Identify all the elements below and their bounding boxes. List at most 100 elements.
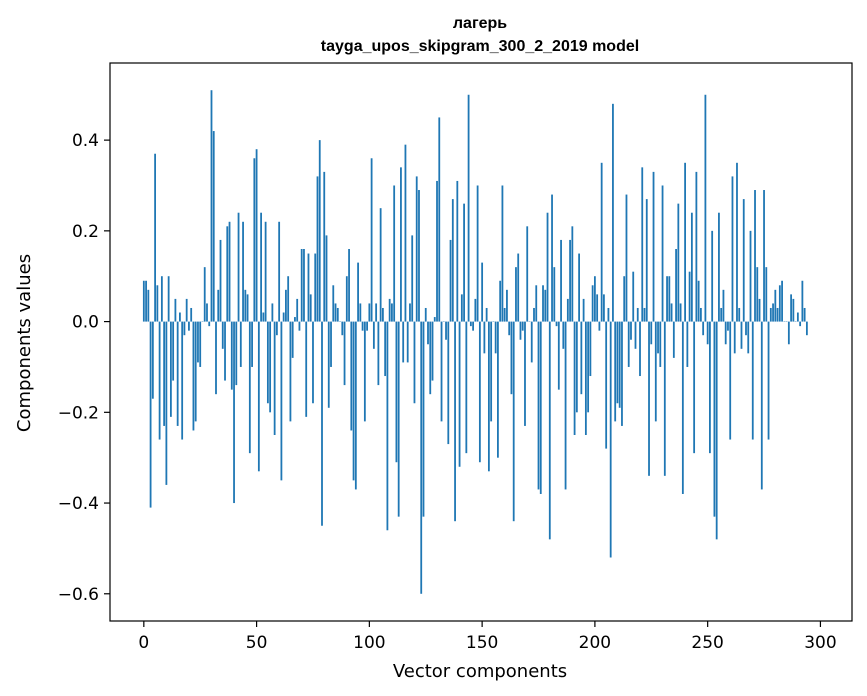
bar-180: [548, 321, 551, 540]
bar-28: [206, 303, 208, 322]
bar-123: [420, 321, 423, 594]
bar-103: [375, 303, 378, 322]
bar-264: [738, 307, 741, 322]
bar-51: [257, 321, 260, 472]
axes: 0 50 100 150 200 250 300 −0.6 −0.4 −0.2 0.0 0.2 0.4: [58, 62, 853, 653]
bar-258: [724, 321, 727, 345]
bar-59: [275, 321, 278, 336]
bar-105: [379, 208, 382, 322]
bar-175: [537, 321, 540, 490]
bar-193: [578, 253, 580, 322]
bar-253: [713, 321, 716, 517]
bar-86: [336, 307, 339, 322]
bar-216: [630, 321, 632, 340]
bar-68: [296, 298, 299, 322]
bar-100: [368, 303, 371, 322]
bar-286: [787, 321, 790, 345]
bar-261: [731, 176, 734, 322]
bar-91: [348, 249, 350, 322]
bar-234: [670, 303, 673, 322]
bar-98: [363, 321, 366, 422]
bar-93: [352, 321, 355, 481]
bar-141: [460, 294, 463, 322]
bar-208: [612, 103, 614, 322]
bar-236: [675, 249, 677, 322]
bar-157: [497, 321, 499, 458]
bar-52: [260, 212, 262, 322]
bar-256: [720, 307, 723, 322]
bar-14: [174, 298, 177, 322]
bar-97: [361, 321, 364, 331]
bar-71: [303, 249, 305, 322]
bar-94: [354, 321, 357, 490]
bar-185: [560, 239, 562, 322]
bar-75: [312, 321, 314, 404]
bar-238: [679, 303, 682, 322]
bar-6: [156, 285, 159, 322]
x-tick-label-300: 300: [804, 633, 836, 653]
bar-181: [551, 194, 553, 322]
bar-188: [566, 298, 569, 322]
bar-176: [539, 321, 542, 494]
y-tick-label-2: −0.2: [58, 403, 99, 423]
bar-195: [582, 298, 585, 322]
bar-273: [758, 298, 761, 322]
bar-99: [366, 321, 368, 331]
bar-265: [740, 321, 743, 349]
bar-230: [661, 185, 664, 322]
bar-162: [508, 321, 511, 336]
bar-79: [321, 321, 323, 526]
bar-243: [690, 212, 693, 322]
bar-145: [469, 321, 472, 327]
bar-233: [668, 276, 671, 322]
bar-76: [314, 253, 317, 322]
bar-187: [564, 321, 567, 490]
bar-78: [318, 140, 321, 322]
bar-191: [573, 321, 576, 435]
bar-150: [481, 262, 484, 322]
bar-113: [397, 321, 400, 517]
bar-122: [418, 190, 420, 322]
bar-70: [300, 249, 303, 322]
bar-294: [805, 321, 808, 336]
bar-159: [501, 185, 504, 322]
bar-54: [264, 221, 267, 322]
bar-104: [377, 321, 380, 386]
bar-114: [400, 167, 402, 322]
bar-30: [210, 90, 213, 322]
bar-83: [330, 321, 332, 367]
bar-96: [359, 303, 362, 322]
bar-138: [454, 321, 456, 522]
bar-202: [598, 321, 601, 331]
bar-10: [165, 321, 168, 485]
bar-0: [142, 280, 145, 322]
bar-269: [749, 230, 752, 322]
x-axis-label: Vector components: [393, 661, 567, 682]
bar-172: [530, 321, 533, 363]
bar-254: [715, 321, 718, 540]
bar-240: [684, 162, 686, 322]
bar-198: [589, 321, 592, 377]
bar-34: [219, 239, 222, 322]
bar-223: [645, 199, 648, 322]
bar-125: [424, 307, 427, 322]
bar-281: [776, 307, 779, 322]
bar-246: [697, 280, 700, 322]
bar-37: [226, 226, 229, 322]
bar-213: [623, 276, 626, 322]
bar-177: [542, 285, 544, 322]
bar-57: [271, 303, 274, 322]
bar-106: [381, 307, 384, 322]
bar-63: [285, 289, 287, 322]
bar-170: [526, 226, 529, 322]
bar-81: [325, 235, 328, 322]
bar-200: [593, 276, 596, 322]
bar-7: [158, 321, 161, 440]
bar-39: [230, 321, 233, 390]
bar-260: [729, 321, 732, 440]
bar-62: [282, 312, 285, 322]
bar-131: [438, 117, 441, 322]
bar-12: [169, 321, 172, 417]
bar-89: [343, 321, 346, 386]
bar-17: [181, 321, 184, 440]
